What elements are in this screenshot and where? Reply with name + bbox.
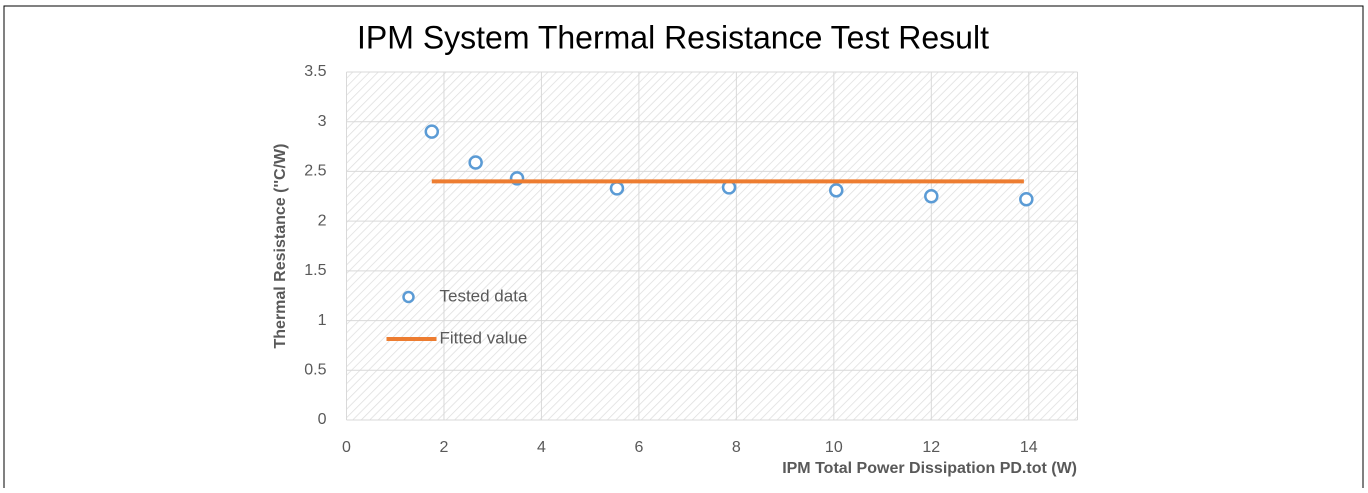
x-tick-label: 6 [634, 439, 643, 456]
x-tick-label: 0 [342, 439, 351, 456]
data-point [609, 181, 625, 196]
x-tick-label: 12 [922, 439, 940, 456]
frame [3, 5, 1364, 493]
y-tick-label: 1 [318, 312, 327, 329]
x-tick-label: 2 [440, 439, 449, 456]
data-point [424, 124, 440, 139]
x-tick-label: 14 [1020, 439, 1038, 456]
y-tick-label: 3.5 [304, 63, 326, 80]
data-point [468, 155, 483, 170]
plot-area [346, 72, 1078, 420]
legend-label: Fitted value [440, 328, 528, 347]
data-point [924, 189, 939, 204]
y-tick-label: 3 [318, 113, 327, 130]
y-tick-label: 2 [318, 212, 327, 229]
legend-label: Tested data [440, 286, 528, 305]
x-tick-label: 8 [732, 439, 741, 456]
legend-marker [402, 290, 415, 304]
data-point [829, 183, 844, 198]
y-tick-label: 2.5 [304, 163, 326, 180]
y-tick-label: 1.5 [304, 262, 326, 279]
x-tick-label: 4 [537, 439, 546, 456]
y-tick-label: 0.5 [304, 362, 326, 379]
data-point [1019, 192, 1034, 207]
y-axis-label: Thermal Resistance (''C/W) [272, 144, 289, 349]
y-tick-label: 0 [318, 411, 327, 428]
x-axis-label: IPM Total Power Dissipation PD.tot (W) [782, 460, 1077, 477]
x-tick-label: 10 [825, 439, 843, 456]
chart-title: IPM System Thermal Resistance Test Resul… [357, 19, 989, 55]
